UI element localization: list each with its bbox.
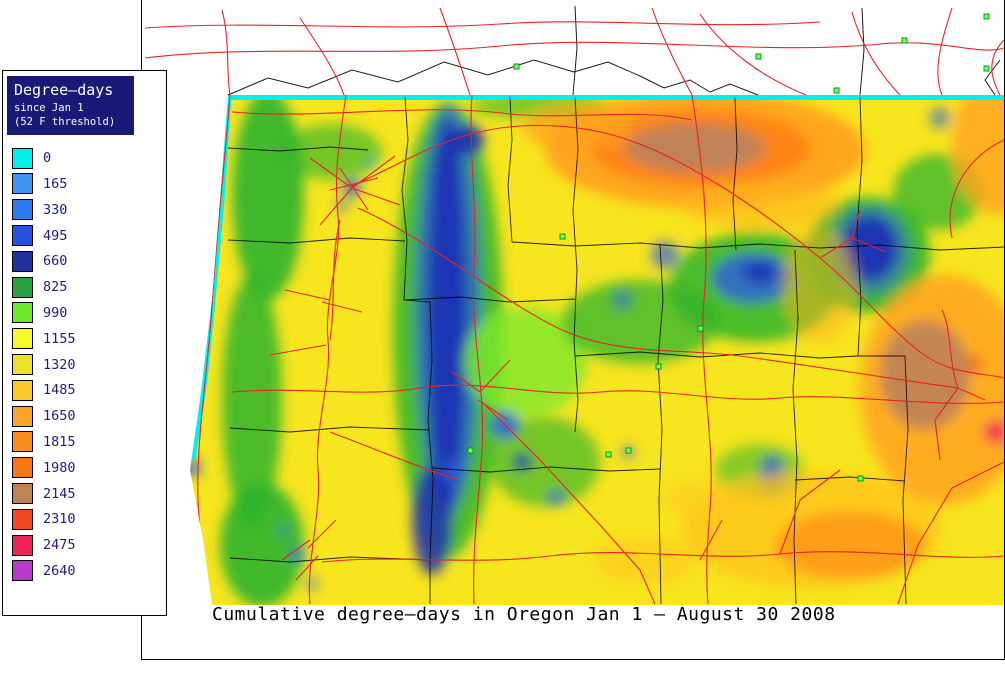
legend-value: 990 xyxy=(43,304,68,321)
legend-swatch xyxy=(12,379,33,401)
legend-swatch xyxy=(12,147,33,169)
legend-swatch xyxy=(12,302,33,324)
legend-value: 1650 xyxy=(43,408,76,425)
legend-title: Degree–days xyxy=(14,81,114,99)
legend-swatch xyxy=(12,457,33,479)
legend-value: 660 xyxy=(43,253,68,270)
highways-layer xyxy=(197,95,1005,605)
margin-station-markers xyxy=(513,13,990,94)
legend-value: 2310 xyxy=(43,511,76,528)
legend-row: 1155 xyxy=(12,326,166,352)
legend-swatch xyxy=(12,560,33,582)
legend-value: 1815 xyxy=(43,433,76,450)
legend-row: 330 xyxy=(12,197,166,223)
legend-header: Degree–days since Jan 1 (52 F threshold) xyxy=(7,76,134,136)
legend-value: 1485 xyxy=(43,382,76,399)
legend-value: 1320 xyxy=(43,356,76,373)
legend-row: 1980 xyxy=(12,455,166,481)
legend-row: 2475 xyxy=(12,532,166,558)
legend-swatch xyxy=(12,354,33,376)
legend-scale: 0 165 330 495 660 825 990 1155 1320 1485 1650 1815 1… xyxy=(3,143,166,584)
legend-row: 1485 xyxy=(12,377,166,403)
legend-swatch xyxy=(12,225,33,247)
legend-swatch xyxy=(12,276,33,298)
legend-value: 1155 xyxy=(43,330,76,347)
legend-subtitle-since: since Jan 1 xyxy=(14,102,84,114)
legend-subtitle-threshold: (52 F threshold) xyxy=(14,115,116,128)
legend-row: 0 xyxy=(12,145,166,171)
legend-value: 825 xyxy=(43,279,68,296)
legend-row: 1650 xyxy=(12,403,166,429)
legend-swatch xyxy=(12,173,33,195)
legend-value: 330 xyxy=(43,201,68,218)
legend-swatch xyxy=(12,250,33,272)
legend-panel: Degree–days since Jan 1 (52 F threshold)… xyxy=(2,70,167,616)
legend-value: 165 xyxy=(43,175,68,192)
legend-row: 660 xyxy=(12,248,166,274)
margin-highways-layer xyxy=(144,7,1005,96)
legend-value: 0 xyxy=(43,150,52,167)
map-caption: Cumulative degree–days in Oregon Jan 1 –… xyxy=(212,604,836,625)
legend-row: 825 xyxy=(12,274,166,300)
legend-row: 495 xyxy=(12,223,166,249)
legend-row: 990 xyxy=(12,300,166,326)
legend-swatch xyxy=(12,534,33,556)
legend-swatch xyxy=(12,405,33,427)
legend-value: 2640 xyxy=(43,562,76,579)
legend-row: 2640 xyxy=(12,558,166,584)
legend-value: 2475 xyxy=(43,537,76,554)
legend-row: 165 xyxy=(12,171,166,197)
margin-boundaries-layer xyxy=(227,5,1001,96)
station-markers-layer xyxy=(467,233,864,482)
legend-swatch xyxy=(12,431,33,453)
legend-value: 2145 xyxy=(43,485,76,502)
heat-layer xyxy=(190,95,1005,605)
legend-swatch xyxy=(12,508,33,530)
legend-row: 2145 xyxy=(12,481,166,507)
legend-swatch xyxy=(12,199,33,221)
legend-row: 1815 xyxy=(12,429,166,455)
county-boundaries-layer xyxy=(227,96,1005,605)
legend-value: 1980 xyxy=(43,459,76,476)
legend-swatch xyxy=(12,483,33,505)
legend-value: 495 xyxy=(43,227,68,244)
legend-row: 2310 xyxy=(12,506,166,532)
legend-swatch xyxy=(12,328,33,350)
legend-row: 1320 xyxy=(12,352,166,378)
